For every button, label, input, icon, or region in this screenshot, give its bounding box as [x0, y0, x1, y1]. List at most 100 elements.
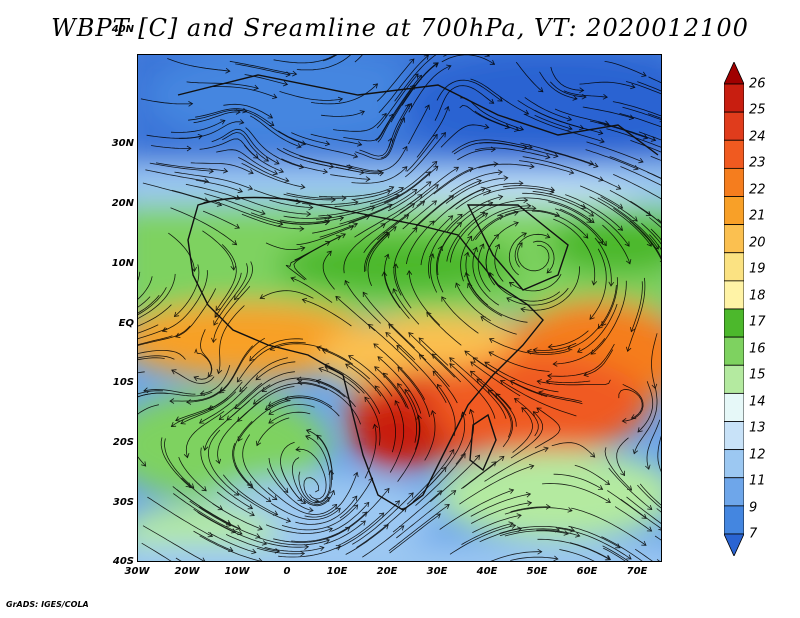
streamline-arrow [359, 110, 365, 116]
streamline-arrow [255, 440, 262, 447]
streamline-arrow [207, 372, 213, 378]
lon-label-10w: 10W [224, 566, 250, 577]
streamline [441, 296, 479, 334]
streamline [512, 407, 533, 453]
streamline-arrow [567, 125, 573, 131]
streamline [354, 194, 423, 238]
streamline [394, 55, 437, 102]
streamline [219, 382, 263, 420]
streamline-arrow [345, 363, 351, 369]
streamline [138, 390, 163, 395]
streamline-arrow [175, 416, 181, 422]
streamline [351, 166, 408, 184]
streamline [238, 157, 289, 182]
streamline-arrow [532, 347, 538, 354]
streamline-arrow [563, 530, 569, 536]
streamline-arrow [590, 452, 596, 458]
streamline-arrow [388, 186, 395, 192]
streamline-arrow [170, 421, 177, 427]
streamline [637, 81, 661, 92]
streamline-arrow [272, 93, 278, 99]
streamline [455, 282, 491, 322]
streamline-arrow [285, 517, 292, 523]
streamline [651, 333, 658, 389]
streamline [302, 299, 352, 327]
streamline [269, 199, 313, 208]
streamline [465, 272, 528, 323]
streamline-arrow [647, 504, 653, 510]
streamline-arrow [340, 233, 346, 239]
streamline [318, 368, 360, 394]
streamline-arrow [258, 557, 263, 561]
colorbar-label: 15 [749, 367, 766, 383]
streamline [306, 429, 333, 480]
streamline-arrow [388, 113, 394, 119]
streamline-arrow [230, 265, 237, 271]
streamline-arrow [601, 240, 607, 247]
streamline [305, 435, 331, 503]
streamline [537, 538, 610, 561]
streamline-arrow [378, 170, 385, 177]
streamline [256, 417, 290, 446]
streamline [502, 185, 555, 191]
streamline-arrow [433, 184, 439, 190]
streamline [324, 366, 365, 394]
streamline [319, 223, 358, 238]
streamline-arrow [272, 495, 278, 501]
streamline [138, 392, 169, 398]
streamline [138, 273, 176, 319]
streamline [488, 351, 550, 372]
streamline-arrow [272, 169, 279, 176]
streamline [156, 162, 228, 172]
streamline-arrow [372, 83, 379, 89]
streamline-arrow [518, 180, 524, 187]
streamline-arrow [400, 117, 406, 123]
streamline [647, 171, 661, 179]
streamline [522, 192, 594, 217]
streamline [298, 382, 361, 425]
colorbar-bin [724, 392, 744, 422]
streamline-arrow [412, 227, 418, 233]
streamline-arrow [255, 533, 261, 539]
streamline [185, 410, 225, 458]
colorbar [724, 62, 744, 556]
streamline [559, 208, 607, 246]
streamline-arrow [522, 144, 528, 151]
streamline [515, 197, 595, 223]
streamline [260, 290, 314, 299]
streamline-arrow [569, 527, 575, 533]
streamline-arrow [494, 243, 501, 250]
streamline-arrow [517, 242, 523, 248]
lat-label-20n: 20N [111, 198, 134, 209]
colorbar-label: 14 [749, 394, 766, 410]
streamline [429, 253, 438, 293]
streamline-arrow [431, 353, 437, 359]
streamline [585, 149, 639, 170]
streamline-arrow [538, 87, 544, 93]
streamline [483, 187, 554, 196]
streamline [261, 377, 341, 392]
streamline [474, 110, 519, 131]
streamline [577, 303, 618, 353]
streamline [406, 134, 438, 172]
streamline [346, 146, 408, 172]
streamline [579, 81, 635, 88]
streamline [638, 131, 661, 141]
streamline [542, 483, 611, 503]
streamline [399, 184, 439, 214]
streamline [253, 382, 328, 405]
streamline [256, 547, 305, 555]
streamline-arrow [409, 58, 415, 64]
streamline-arrow [324, 140, 331, 147]
streamline-arrow [601, 320, 607, 327]
streamline [649, 217, 661, 228]
streamline-arrow [575, 532, 581, 538]
streamline [204, 193, 266, 215]
streamline-arrow [332, 503, 338, 510]
streamline [193, 508, 236, 533]
colorbar-label: 9 [749, 500, 758, 516]
streamline [419, 354, 450, 388]
streamline-arrow [658, 525, 661, 531]
streamline-arrow [248, 169, 254, 175]
streamline [606, 128, 661, 148]
